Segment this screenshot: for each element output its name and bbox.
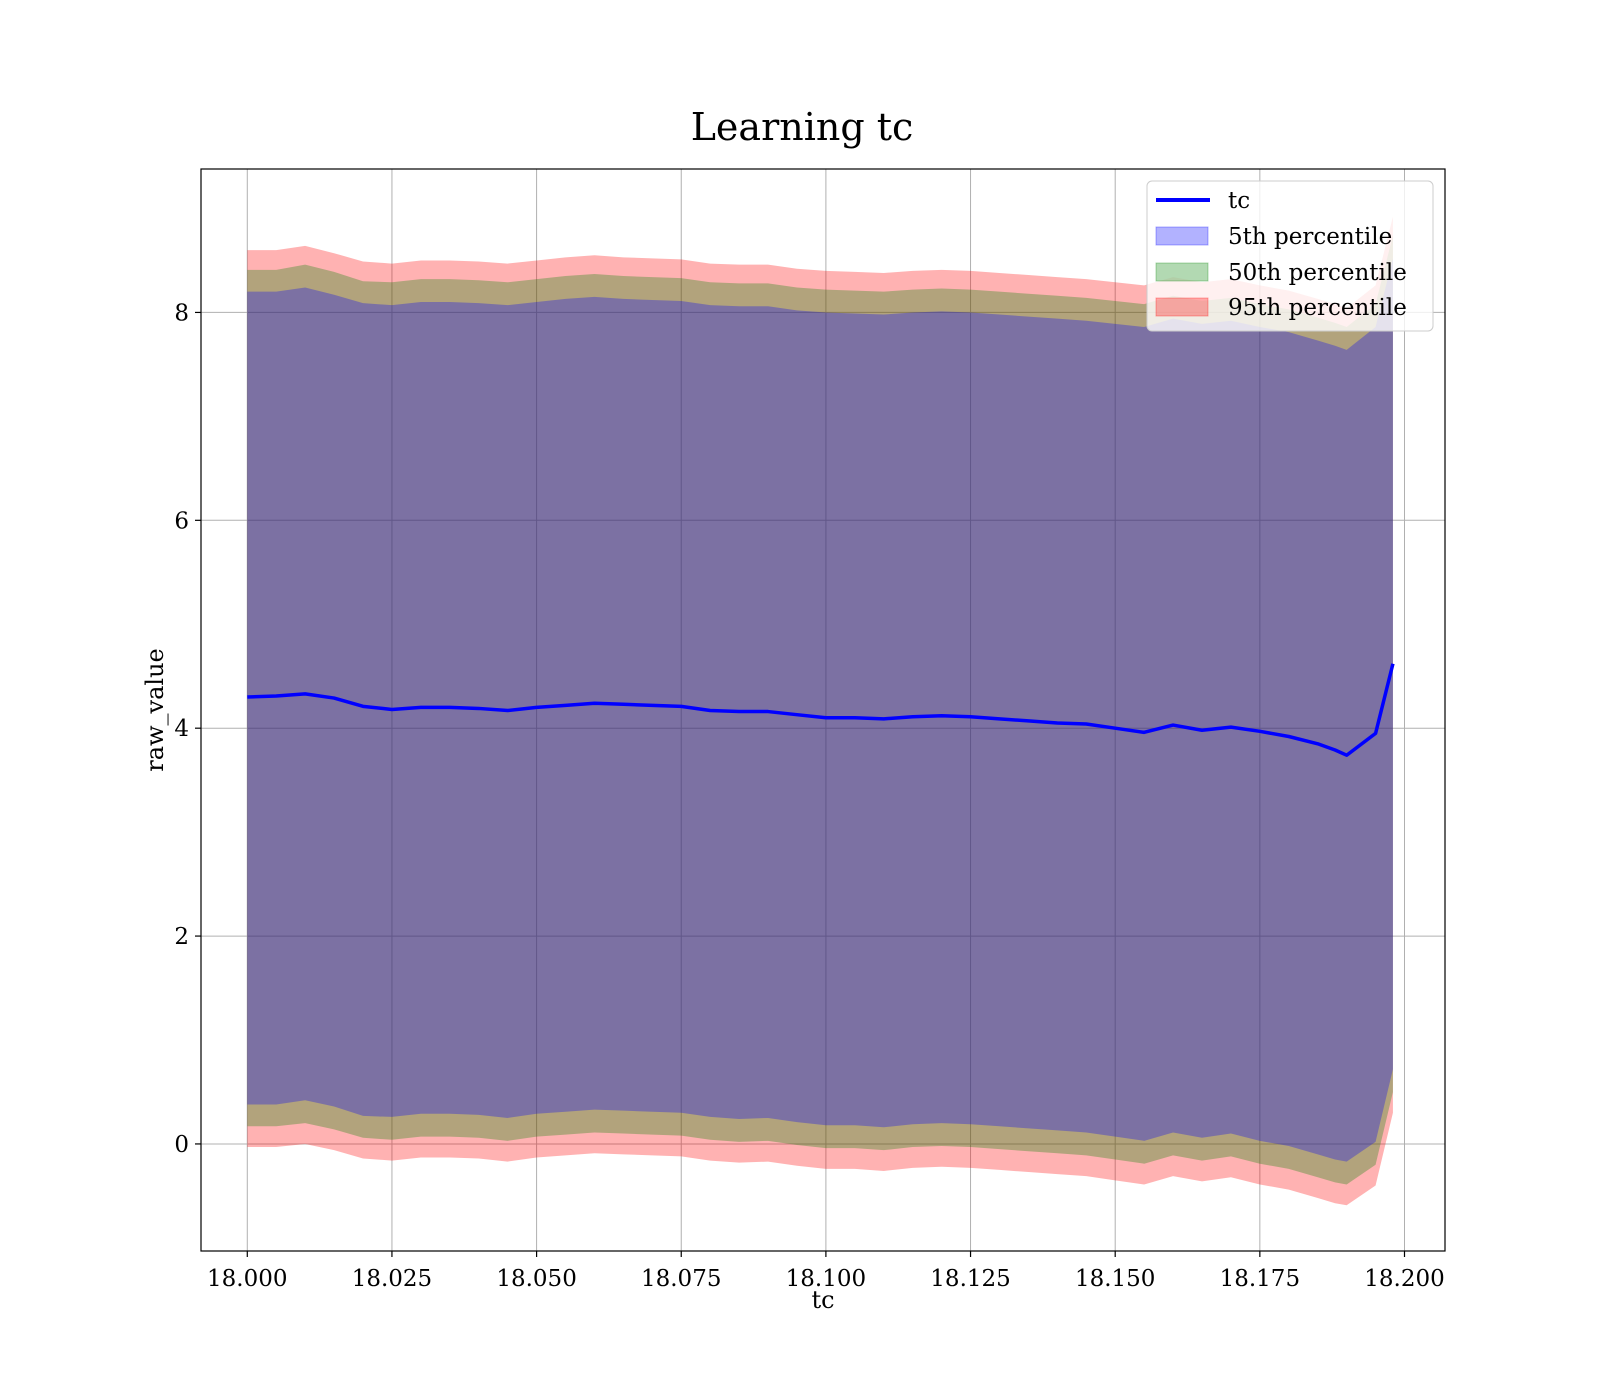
y-tick-label: 0 <box>174 1132 189 1158</box>
y-tick-label: 2 <box>174 924 189 950</box>
band-5th-percentile <box>247 258 1393 1162</box>
legend-swatch-50th <box>1155 262 1209 282</box>
y-tick-label: 4 <box>174 716 189 742</box>
y-tick-label: 8 <box>174 300 189 326</box>
y-axis-ticks: 0 2 4 6 8 <box>174 300 201 1158</box>
x-tick-label: 18.200 <box>1364 1266 1444 1292</box>
x-tick-label: 18.025 <box>352 1266 432 1292</box>
x-tick-label: 18.000 <box>207 1266 287 1292</box>
legend-box <box>1146 180 1434 332</box>
x-tick-label: 18.150 <box>1075 1266 1155 1292</box>
x-axis-label: tc <box>811 1286 834 1314</box>
x-tick-label: 18.050 <box>496 1266 576 1292</box>
legend: tc 5th percentile 50th percentile 95th p… <box>1146 180 1434 332</box>
grid <box>201 169 1445 1251</box>
y-axis-label: raw_value <box>141 648 169 772</box>
y-tick-label: 6 <box>174 508 189 534</box>
percentile-bands <box>247 216 1393 1206</box>
series-lines <box>247 663 1395 757</box>
legend-label-95th: 95th percentile <box>1228 295 1407 321</box>
series-line-tc <box>247 663 1395 757</box>
legend-label-50th: 50th percentile <box>1228 260 1407 286</box>
x-tick-label: 18.100 <box>786 1266 866 1292</box>
x-tick-label: 18.125 <box>930 1266 1010 1292</box>
x-tick-label: 18.075 <box>641 1266 721 1292</box>
legend-swatch-95th <box>1155 297 1209 317</box>
x-tick-label: 18.175 <box>1220 1266 1300 1292</box>
legend-swatch-5th <box>1155 226 1209 246</box>
band-50th-percentile <box>247 235 1393 1185</box>
legend-label-tc: tc <box>1228 188 1250 214</box>
plot-frame <box>200 168 1446 1252</box>
band-95th-percentile <box>247 216 1393 1206</box>
x-axis-ticks: 18.000 18.025 18.050 18.075 18.100 18.125 18.1… <box>207 1251 1445 1292</box>
chart-title: Learning tc <box>691 105 914 149</box>
legend-label-5th: 5th percentile <box>1228 224 1392 250</box>
